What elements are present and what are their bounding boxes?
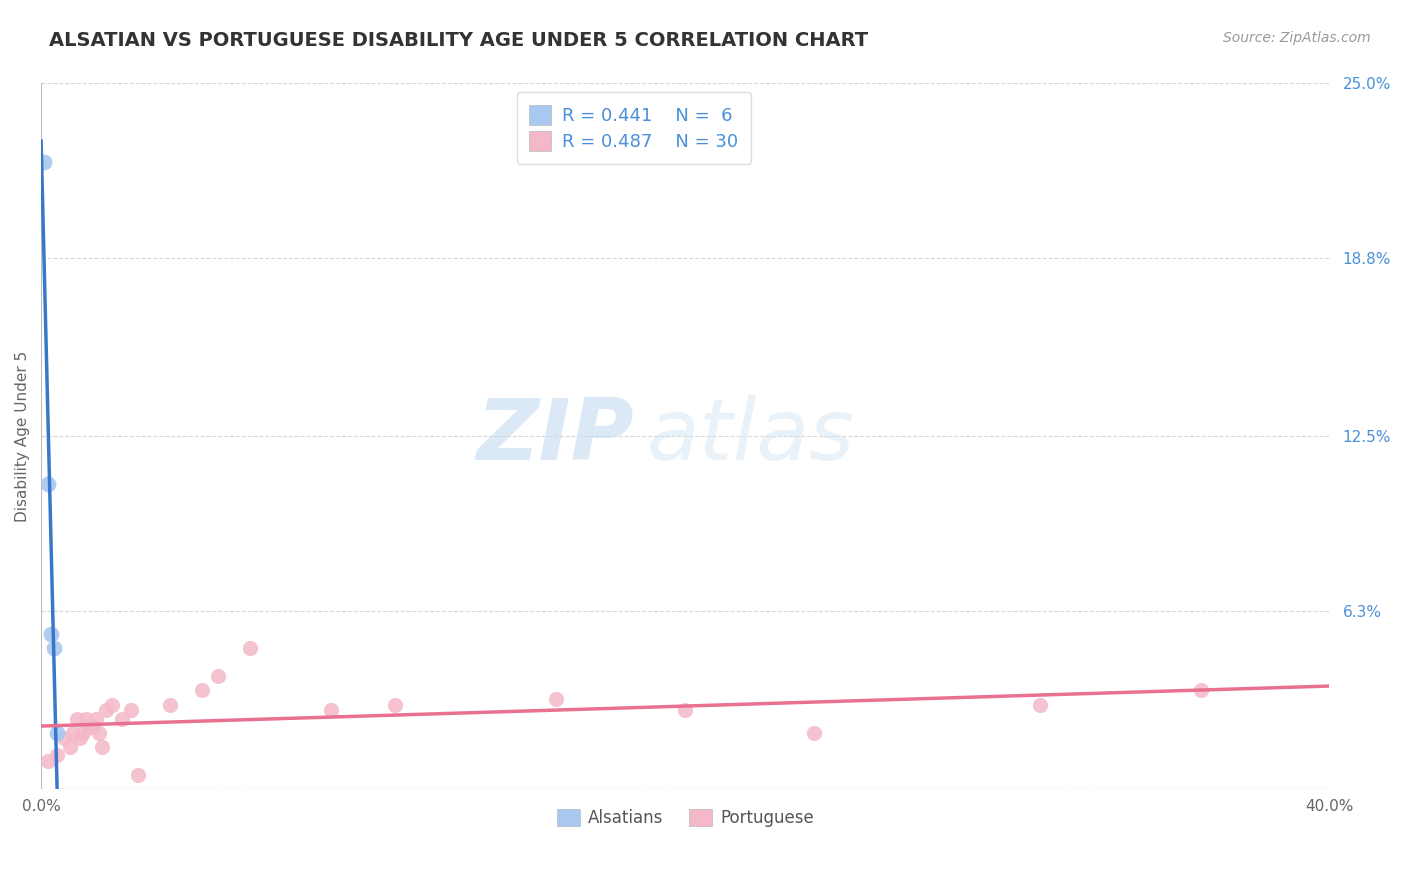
Point: [1189, 683, 1212, 698]
Text: atlas: atlas: [647, 395, 855, 478]
Point: [82, 720, 104, 734]
Point: [87, 725, 110, 739]
Point: [39, 627, 62, 641]
Text: ALSATIAN VS PORTUGUESE DISABILITY AGE UNDER 5 CORRELATION CHART: ALSATIAN VS PORTUGUESE DISABILITY AGE UN…: [49, 31, 869, 50]
Point: [72, 725, 94, 739]
Point: [803, 725, 825, 739]
Point: [37, 477, 59, 491]
Point: [239, 641, 262, 656]
Text: Source: ZipAtlas.com: Source: ZipAtlas.com: [1223, 31, 1371, 45]
Point: [75, 712, 97, 726]
Point: [69, 731, 91, 746]
Point: [319, 703, 342, 717]
Point: [46, 725, 69, 739]
Point: [191, 683, 214, 698]
Point: [384, 698, 406, 712]
Text: ZIP: ZIP: [477, 395, 634, 478]
Point: [546, 691, 568, 706]
Point: [37, 754, 59, 768]
Point: [94, 703, 117, 717]
Point: [62, 725, 84, 739]
Point: [101, 698, 124, 712]
Legend: Alsatians, Portuguese: Alsatians, Portuguese: [550, 802, 821, 834]
Point: [65, 712, 87, 726]
Point: [79, 720, 101, 734]
Point: [34, 155, 56, 169]
Point: [1028, 698, 1050, 712]
Point: [127, 768, 149, 782]
Point: [46, 748, 69, 763]
Point: [42, 641, 65, 656]
Point: [52, 731, 75, 746]
Point: [111, 712, 134, 726]
Point: [207, 669, 229, 683]
Point: [120, 703, 142, 717]
Point: [673, 703, 696, 717]
Point: [91, 739, 114, 754]
Point: [84, 712, 107, 726]
Point: [59, 739, 82, 754]
Y-axis label: Disability Age Under 5: Disability Age Under 5: [15, 351, 30, 522]
Point: [159, 698, 181, 712]
